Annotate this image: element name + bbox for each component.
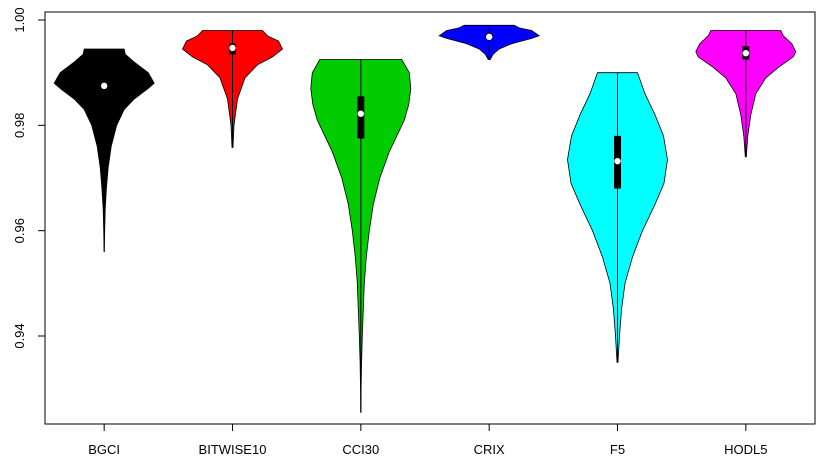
x-tick-label-bitwise10: BITWISE10 <box>199 442 267 457</box>
median-point-f5 <box>614 157 621 165</box>
x-tick-label-f5: F5 <box>610 442 625 457</box>
median-point-cci30 <box>357 110 365 117</box>
violin-crix <box>438 24 541 60</box>
x-axis: BGCI BITWISE10 CCI30 CRIX F5 HODL5 <box>88 424 768 457</box>
violin-f5 <box>567 72 668 363</box>
violin-bitwise10 <box>181 30 284 148</box>
x-tick-label-bgci: BGCI <box>88 442 120 457</box>
x-tick-label-cci30: CCI30 <box>342 442 379 457</box>
median-point-bitwise10 <box>229 44 236 52</box>
median-point-crix <box>485 33 493 41</box>
violin-bgci <box>53 48 155 253</box>
median-point-bgci <box>100 82 108 90</box>
y-tick-label: 0.96 <box>12 218 27 243</box>
y-tick-label: 1.00 <box>12 7 27 32</box>
violins-layer <box>53 24 797 413</box>
plot-frame <box>44 11 816 425</box>
iqr-box-cci30 <box>357 96 365 139</box>
x-tick-label-crix: CRIX <box>474 442 505 457</box>
violin-hodl5 <box>695 30 797 158</box>
y-axis: 0.94 0.96 0.98 1.00 <box>12 7 45 349</box>
median-point-hodl5 <box>742 49 750 57</box>
x-tick-label-hodl5: HODL5 <box>724 442 767 457</box>
y-tick-label: 0.98 <box>12 113 27 138</box>
y-tick-label: 0.94 <box>12 323 27 348</box>
violin-cci30 <box>310 59 412 413</box>
